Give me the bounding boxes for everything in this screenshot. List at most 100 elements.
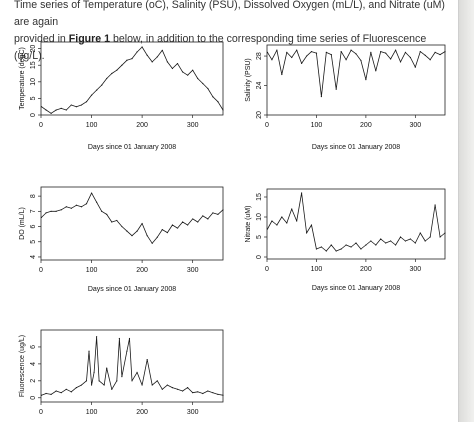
y-tick-label: 4 <box>30 255 37 259</box>
data-point <box>85 203 88 205</box>
plot-frame <box>40 329 224 403</box>
data-point <box>375 244 377 246</box>
data-point <box>181 221 184 223</box>
data-point <box>320 95 322 98</box>
data-point <box>212 96 214 98</box>
data-point <box>330 53 332 56</box>
data-point <box>131 235 133 237</box>
data-point <box>394 244 397 246</box>
data-point <box>55 109 57 111</box>
data-point <box>291 56 293 59</box>
data-point <box>330 244 332 246</box>
x-tick-label: 100 <box>86 267 98 274</box>
data-point <box>414 66 416 68</box>
data-point <box>60 392 62 394</box>
data-point <box>301 192 303 194</box>
plot-frame <box>266 188 446 260</box>
data-point <box>106 213 108 215</box>
data-point <box>207 390 209 392</box>
x-axis-title: Days since 01 January 2008 <box>88 144 176 151</box>
data-point <box>399 236 402 238</box>
y-tick-label: 5 <box>30 96 37 100</box>
y-axis-title: Salinity (PSU) <box>245 58 252 102</box>
data-point <box>350 246 352 248</box>
data-point <box>266 228 269 230</box>
data-point <box>345 244 347 246</box>
data-point <box>141 46 143 48</box>
y-axis-title: DO (mL/L) <box>19 207 26 240</box>
data-point <box>197 391 199 393</box>
data-point <box>118 337 120 340</box>
data-point <box>301 62 303 65</box>
data-point <box>128 337 131 340</box>
x-tick-label: 100 <box>311 266 323 273</box>
data-point <box>222 394 224 396</box>
y-tick-label: 15 <box>30 61 37 69</box>
data-point <box>360 248 362 250</box>
data-point <box>55 390 57 392</box>
data-point <box>207 218 209 220</box>
data-point <box>90 384 93 386</box>
data-point <box>197 221 199 223</box>
data-point <box>197 77 199 80</box>
y-axis-title: Nitrate (uM) <box>245 206 252 243</box>
data-point <box>365 79 367 81</box>
y-axis-title: Fluorescence (ug/L) <box>19 335 26 397</box>
data-point <box>116 380 118 382</box>
data-point <box>45 109 47 111</box>
data-point <box>70 104 72 106</box>
data-point <box>126 230 128 232</box>
data-point <box>212 212 214 214</box>
data-point <box>121 225 123 228</box>
data-point <box>419 232 421 234</box>
data-point <box>375 70 377 72</box>
data-point <box>161 388 163 390</box>
data-point <box>207 87 209 90</box>
y-tick-label: 6 <box>30 345 37 349</box>
data-point <box>136 371 138 373</box>
data-point <box>385 242 387 244</box>
y-tick-label: 5 <box>30 240 37 244</box>
data-point <box>414 242 416 244</box>
data-point <box>370 240 372 242</box>
data-point <box>176 227 179 229</box>
y-tick-label: 7 <box>30 209 37 213</box>
data-point <box>385 52 387 54</box>
data-point <box>106 77 108 80</box>
chart-panel-5: 0 100 200 300 0 2 4 6 Fluorescence (ug/L) <box>19 329 224 416</box>
y-tick-label: 24 <box>256 82 263 90</box>
data-point <box>85 101 88 103</box>
data-point <box>409 56 411 59</box>
data-point <box>171 224 174 226</box>
data-point <box>181 71 184 73</box>
data-point <box>40 216 43 219</box>
x-tick-label: 0 <box>39 122 43 129</box>
chart-panel-4: 0 100 200 300 0 5 10 15 Nitrate (uM) Days since 0… <box>245 188 446 292</box>
data-point <box>187 387 189 389</box>
data-point <box>111 388 113 390</box>
data-point <box>345 59 347 61</box>
data-point <box>136 51 138 53</box>
data-point <box>380 51 382 53</box>
data-point <box>335 250 337 252</box>
data-point <box>360 59 362 62</box>
x-tick-label: 100 <box>86 409 98 416</box>
data-point <box>50 210 52 212</box>
data-point <box>404 240 407 242</box>
y-tick-label: 0 <box>30 396 37 400</box>
data-point <box>296 49 298 51</box>
data-point <box>276 224 278 226</box>
data-point <box>156 56 158 58</box>
x-tick-label: 200 <box>360 122 372 129</box>
data-point <box>111 221 113 223</box>
data-point <box>65 388 67 390</box>
data-point <box>310 51 313 53</box>
data-point <box>325 51 327 53</box>
series-line <box>41 336 224 396</box>
data-point <box>315 52 318 54</box>
x-axis-title: Days since 01 January 2008 <box>312 144 400 151</box>
data-point <box>70 391 72 393</box>
data-point <box>121 375 123 378</box>
series-line <box>267 192 446 252</box>
x-tick-label: 300 <box>409 266 421 273</box>
